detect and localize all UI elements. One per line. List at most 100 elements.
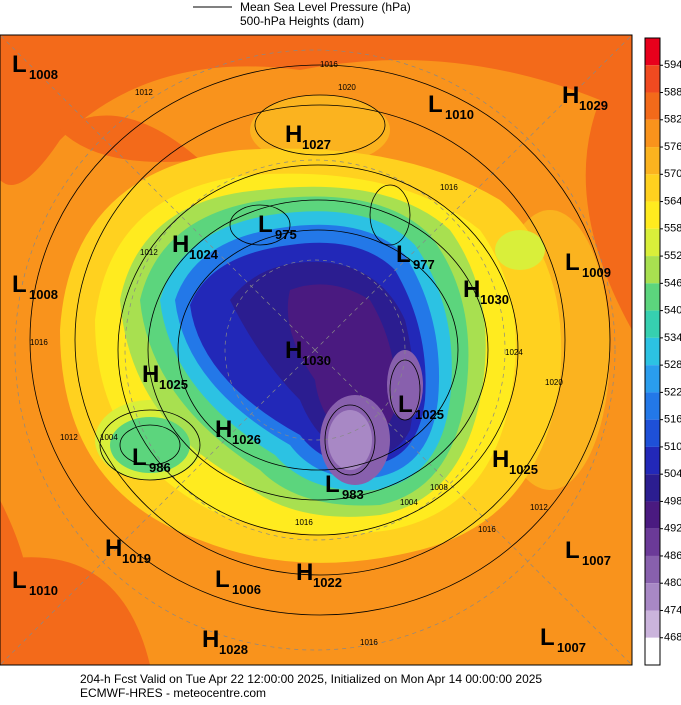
colorbar-label: 516 — [664, 414, 681, 426]
colorbar-label: 594 — [664, 59, 681, 71]
center-value: 1007 — [557, 640, 586, 655]
center-letter: L — [258, 211, 273, 238]
center-letter: H — [285, 121, 302, 148]
isobar-label: 1016 — [478, 525, 496, 534]
footer-text: ECMWF-HRES - meteocentre.com — [80, 686, 266, 700]
center-value: 1008 — [29, 287, 58, 302]
center-value: 1010 — [445, 107, 474, 122]
center-value: 1025 — [509, 462, 538, 477]
colorbar-label: 588 — [664, 86, 681, 98]
colorbar-label: 504 — [664, 468, 681, 480]
center-value: 1022 — [313, 575, 342, 590]
center-value: 983 — [342, 487, 364, 502]
isobar-label: 1020 — [545, 378, 563, 387]
center-letter: L — [398, 391, 413, 418]
isobar-label: 1016 — [320, 60, 338, 69]
center-letter: L — [325, 471, 340, 498]
colorbar-label: 510 — [664, 441, 681, 453]
center-letter: L — [12, 51, 27, 78]
center-letter: H — [285, 337, 302, 364]
legend-label: Mean Sea Level Pressure (hPa) — [240, 0, 411, 14]
colorbar-label: 528 — [664, 359, 681, 371]
colorbar-swatch — [645, 365, 660, 393]
colorbar-swatch — [645, 555, 660, 584]
isobar-label: 1012 — [60, 433, 78, 442]
colorbar-label: 576 — [664, 141, 681, 153]
colorbar-swatch — [645, 119, 660, 148]
legend-label: 500-hPa Heights (dam) — [240, 14, 364, 28]
center-value: 986 — [149, 460, 171, 475]
colorbar-swatch — [645, 392, 660, 420]
isobar-label: 1016 — [440, 183, 458, 192]
colorbar-label: 468 — [664, 632, 681, 644]
map-frame — [0, 34, 633, 666]
center-value: 1028 — [219, 642, 248, 657]
footer-text: 204-h Fcst Valid on Tue Apr 22 12:00:00 … — [80, 672, 542, 686]
center-value: 977 — [413, 257, 435, 272]
center-letter: L — [428, 91, 443, 118]
colorbar-swatch — [645, 610, 660, 638]
center-letter: H — [562, 82, 579, 109]
center-value: 1008 — [29, 67, 58, 82]
colorbar: 594 588 582 576 570 564 558 552 546 540 534 528 522 5… — [644, 37, 681, 666]
center-value: 1030 — [480, 292, 509, 307]
center-letter: L — [215, 566, 230, 593]
colorbar-swatch — [645, 147, 660, 175]
colorbar-swatch — [645, 419, 660, 447]
colorbar-label: 546 — [664, 277, 681, 289]
isobar-label: 1020 — [338, 83, 356, 92]
center-value: 1029 — [579, 98, 608, 113]
colorbar-label: 480 — [664, 577, 681, 589]
center-letter: H — [215, 416, 232, 443]
isobar-label: 1004 — [400, 498, 418, 507]
center-letter: H — [172, 231, 189, 258]
center-letter: H — [492, 446, 509, 473]
colorbar-label: 534 — [664, 332, 681, 344]
isobar-label: 1012 — [530, 503, 548, 512]
colorbar-swatch — [645, 583, 660, 611]
colorbar-swatch — [645, 337, 660, 366]
center-value: 1006 — [232, 582, 261, 597]
center-value: 1010 — [29, 583, 58, 598]
isobar-label: 1024 — [505, 348, 523, 357]
colorbar-label: 570 — [664, 168, 681, 180]
center-value: 1024 — [189, 247, 219, 262]
center-value: 1025 — [159, 377, 188, 392]
colorbar-swatch — [645, 446, 660, 475]
colorbar-swatch — [645, 65, 660, 93]
center-letter: L — [565, 537, 580, 564]
colorbar-swatch — [645, 38, 660, 66]
colorbar-swatch — [645, 201, 660, 229]
center-letter: H — [202, 626, 219, 653]
center-value: 1030 — [302, 353, 331, 368]
colorbar-frame — [644, 37, 661, 666]
isobar-label: 1008 — [430, 483, 448, 492]
colorbar-swatch — [645, 528, 660, 556]
colorbar-label: 552 — [664, 250, 681, 262]
colorbar-swatch — [645, 474, 660, 502]
center-value: 1025 — [415, 407, 444, 422]
isobar-label: 1016 — [30, 338, 48, 347]
center-letter: L — [565, 249, 580, 276]
center-value: 975 — [275, 227, 297, 242]
colorbar-label: 564 — [664, 195, 681, 207]
colorbar-label: 474 — [664, 604, 681, 616]
colorbar-label: 582 — [664, 114, 681, 126]
colorbar-label: 558 — [664, 223, 681, 235]
center-value: 1027 — [302, 137, 331, 152]
colorbar-swatch — [645, 637, 660, 665]
colorbar-label: 522 — [664, 386, 681, 398]
isobar-label: 1016 — [295, 518, 313, 527]
colorbar-label: 486 — [664, 550, 681, 562]
center-letter: L — [132, 444, 147, 471]
center-letter: L — [12, 567, 27, 594]
colorbar-swatch — [645, 174, 660, 202]
center-letter: H — [105, 535, 122, 562]
center-value: 1009 — [582, 265, 611, 280]
center-letter: L — [540, 624, 555, 651]
center-letter: H — [296, 559, 313, 586]
colorbar-label: 492 — [664, 523, 681, 535]
colorbar-swatch — [645, 228, 660, 257]
